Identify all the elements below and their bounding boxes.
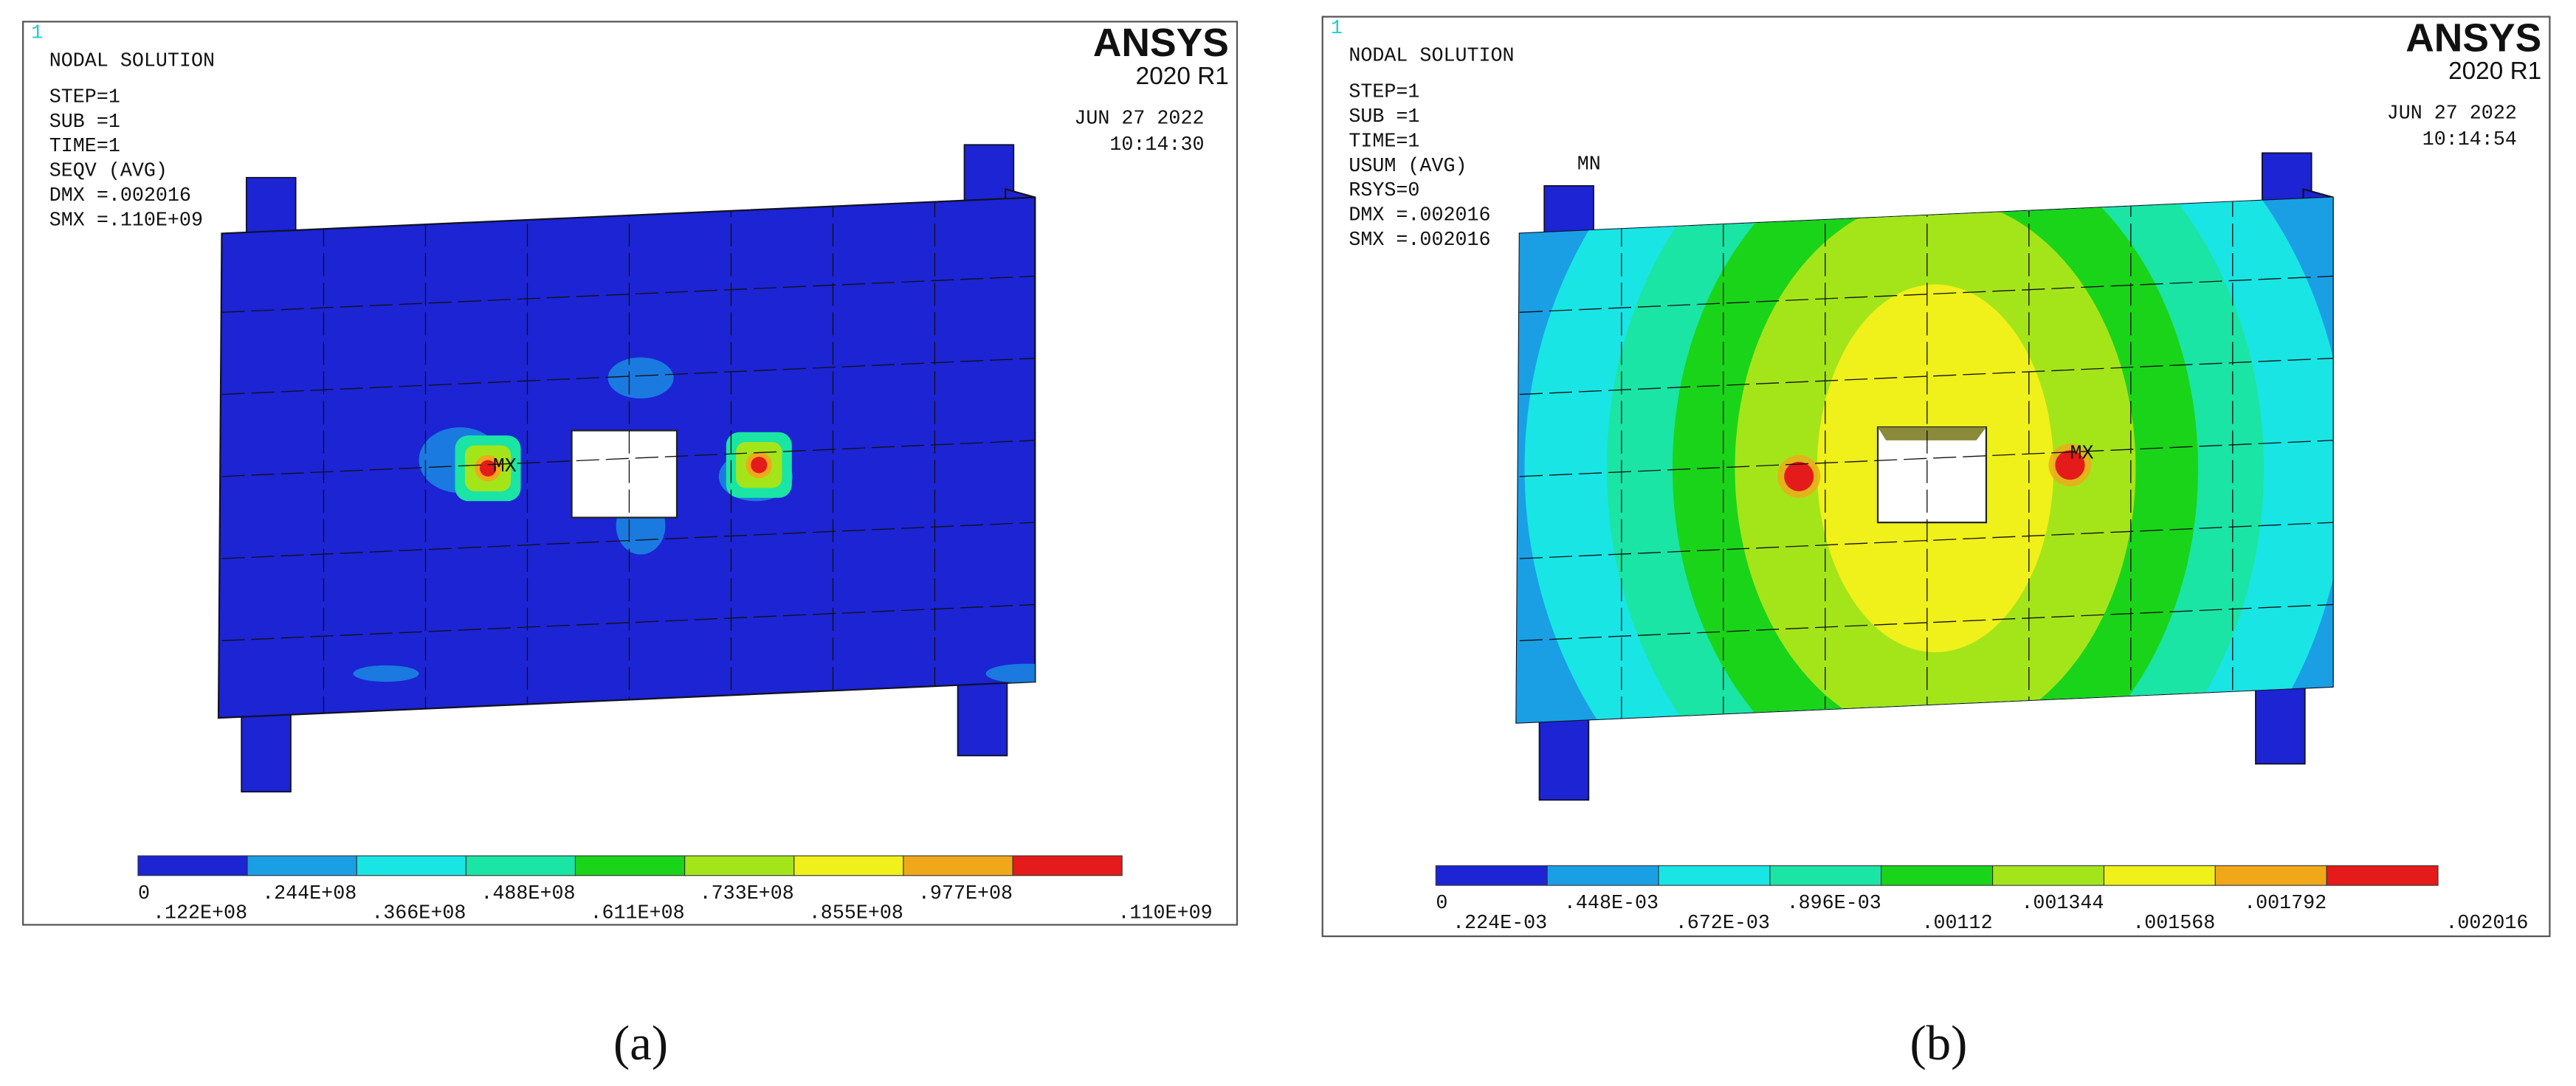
legend-label: .001792 [2244, 893, 2327, 915]
mesh-line [1519, 440, 2333, 477]
caption: (b) [1909, 1017, 1967, 1071]
window-number: 1 [1331, 18, 1343, 40]
info-line: USUM (AVG) [1349, 156, 1467, 178]
info-line: SEQV (AVG) [49, 161, 168, 183]
model [217, 144, 1036, 793]
legend-swatch [1546, 865, 1659, 886]
brand: ANSYS [1093, 21, 1229, 65]
legend-label: .366E+08 [371, 903, 466, 925]
legend-swatch [903, 855, 1013, 876]
legend-label: .00112 [1922, 913, 1993, 935]
mesh-line [1519, 275, 2333, 313]
mesh-line [1519, 522, 2333, 559]
opening-edge [1878, 427, 1986, 440]
info-line: SUB =1 [49, 111, 120, 134]
legend-label: .896E-03 [1787, 893, 1881, 915]
contours [353, 357, 1036, 684]
marker-label: MX [2070, 443, 2093, 465]
legend-label: 0 [138, 883, 150, 905]
date: JUN 27 2022 [1074, 108, 1204, 130]
result-title: NODAL SOLUTION [49, 50, 215, 72]
legend-swatch [793, 855, 904, 876]
mesh-line [1519, 603, 2333, 642]
info-line: DMX =.002016 [49, 185, 191, 207]
mesh-line [221, 603, 1036, 642]
legend-swatch [574, 855, 686, 876]
legend-swatch [2214, 865, 2327, 886]
hot-spot [1784, 461, 1814, 491]
info-line: TIME=1 [1349, 131, 1419, 153]
window-number: 1 [31, 23, 43, 45]
stress-patch [607, 357, 674, 399]
info-line: STEP=1 [1349, 82, 1419, 104]
legend-swatch [2326, 865, 2439, 886]
legend-swatch [247, 855, 357, 876]
legend-label: .110E+09 [1117, 903, 1212, 925]
opening [1876, 426, 1988, 524]
legend-swatch [137, 855, 248, 876]
legend-label: .672E-03 [1676, 913, 1770, 935]
legend-swatch [1435, 865, 1548, 886]
mesh-line [221, 357, 1036, 395]
mesh-line [1519, 357, 2333, 395]
info-line: SMX =.110E+09 [49, 210, 203, 232]
legend-swatch [2103, 865, 2216, 886]
info-line: STEP=1 [49, 86, 120, 108]
time: 10:14:30 [1109, 134, 1204, 156]
version: 2020 R1 [1136, 63, 1229, 90]
stress-patch [353, 665, 419, 682]
marker-label: MN [1577, 154, 1601, 176]
date: JUN 27 2022 [2387, 103, 2517, 125]
legend-swatch [684, 855, 795, 876]
legend-swatch [465, 855, 576, 876]
legend-swatch [1658, 865, 1771, 886]
info-line: RSYS=0 [1349, 180, 1419, 202]
version: 2020 R1 [2448, 58, 2541, 85]
hot-spot [751, 457, 768, 474]
legend-swatch [356, 855, 466, 876]
legend-label: .733E+08 [700, 883, 794, 905]
mesh-line [221, 522, 1036, 559]
time: 10:14:54 [2422, 129, 2517, 151]
legend-label: .002016 [2445, 913, 2528, 935]
info-line: TIME=1 [49, 136, 120, 158]
info-line: SUB =1 [1349, 106, 1419, 128]
legend-label: .448E-03 [1564, 893, 1659, 915]
caption: (a) [613, 1017, 668, 1071]
marker-label: MX [493, 456, 517, 478]
legend-swatch [1881, 865, 1994, 886]
result-title: NODAL SOLUTION [1349, 46, 1514, 68]
legend-label: 0 [1436, 893, 1447, 915]
legend-swatch [1992, 865, 2105, 886]
legend-label: .001568 [2132, 913, 2215, 935]
legend-label: .855E+08 [809, 903, 903, 925]
mesh-line [221, 275, 1036, 313]
support [1538, 713, 1590, 801]
hot-spot [2055, 450, 2085, 480]
opening [571, 429, 678, 519]
legend-label: .001344 [2021, 893, 2104, 915]
brand: ANSYS [2405, 16, 2541, 60]
support [241, 705, 292, 793]
mesh-line [221, 440, 1036, 477]
legend-label: .224E-03 [1453, 913, 1547, 935]
legend-swatch [1769, 865, 1882, 886]
legend-label: .488E+08 [481, 883, 575, 905]
legend-label: .244E+08 [262, 883, 357, 905]
info-line: DMX =.002016 [1349, 205, 1490, 227]
stress-patch [985, 663, 1036, 684]
legend-label: .977E+08 [918, 883, 1013, 905]
legend-swatch [1012, 855, 1123, 876]
legend-label: .611E+08 [590, 903, 685, 925]
info-line: SMX =.002016 [1349, 229, 1490, 252]
legend-label: .122E+08 [153, 903, 247, 925]
